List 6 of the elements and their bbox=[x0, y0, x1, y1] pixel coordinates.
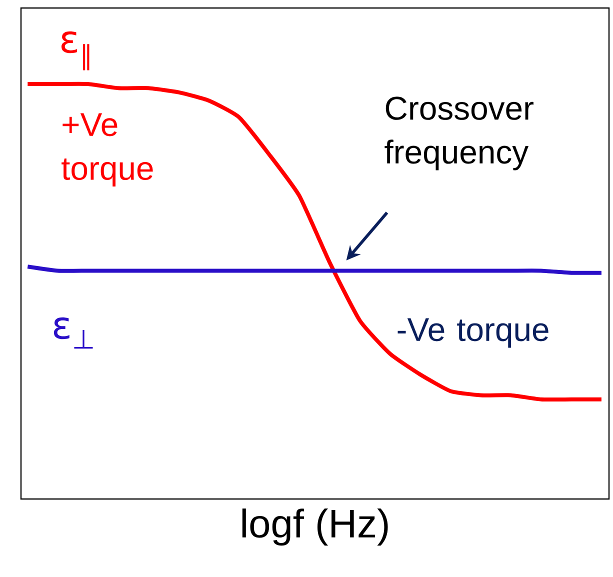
annotation: +Ve torque bbox=[62, 113, 153, 187]
annotation: -Ve torque bbox=[398, 318, 548, 348]
series-label: ε$_{∥}$ bbox=[61, 31, 90, 70]
x-axis-title: logf (Hz) bbox=[242, 508, 388, 546]
annotation: Crossover frequency bbox=[384, 96, 534, 170]
series-label: ε$_{⊥}$ bbox=[54, 317, 93, 349]
